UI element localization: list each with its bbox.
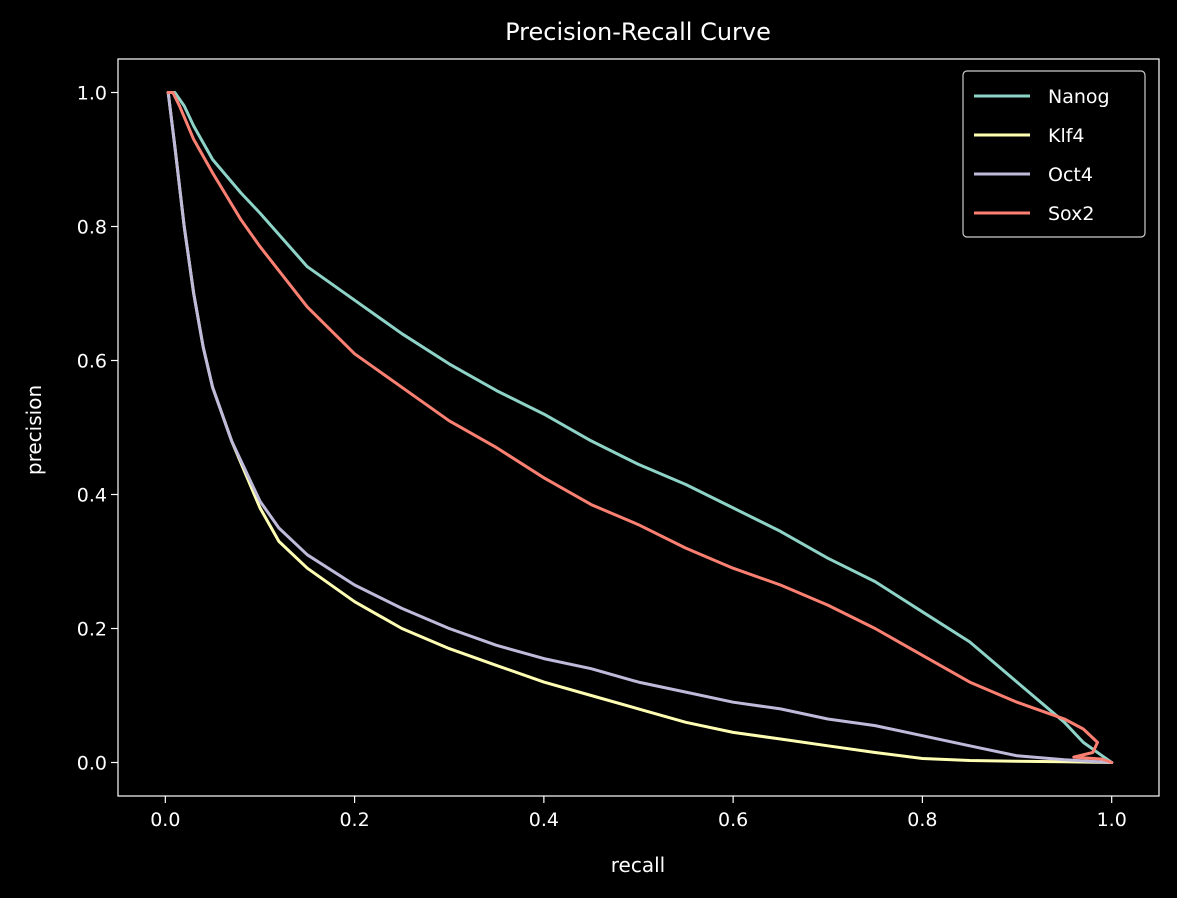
x-axis-ticks: 0.0 0.2 0.4 0.6 0.8 1.0 (150, 796, 1127, 831)
y-tick-label: 0.6 (77, 351, 107, 373)
series-line-sox2 (166, 91, 1114, 764)
legend-label-oct4: Oct4 (1048, 164, 1093, 186)
y-tick-label: 0.0 (77, 753, 107, 775)
x-tick-label: 0.6 (718, 809, 748, 831)
y-tick-label: 1.0 (77, 83, 107, 105)
y-tick-label: 0.4 (77, 485, 107, 507)
y-tick-label: 0.8 (77, 217, 107, 239)
plot-frame (117, 58, 1160, 797)
series-line-oct4 (166, 91, 1114, 764)
legend-box (962, 70, 1146, 238)
legend-label-nanog: Nanog (1048, 86, 1110, 108)
series-line-nanog (166, 91, 1114, 764)
y-axis-label: precision (22, 385, 46, 475)
legend-label-sox2: Sox2 (1048, 203, 1094, 225)
y-axis-ticks: 0.0 0.2 0.4 0.6 0.8 1.0 (77, 83, 118, 775)
x-tick-label: 0.8 (907, 809, 937, 831)
x-tick-label: 0.0 (150, 809, 180, 831)
x-tick-label: 0.2 (339, 809, 369, 831)
x-tick-label: 0.4 (529, 809, 559, 831)
plot-lines (166, 91, 1114, 764)
chart-title: Precision-Recall Curve (505, 18, 771, 46)
x-tick-label: 1.0 (1097, 809, 1127, 831)
legend-label-klf4: Klf4 (1048, 125, 1085, 147)
legend: Nanog Klf4 Oct4 Sox2 (962, 70, 1146, 238)
x-axis-label: recall (611, 853, 665, 877)
y-tick-label: 0.2 (77, 619, 107, 641)
